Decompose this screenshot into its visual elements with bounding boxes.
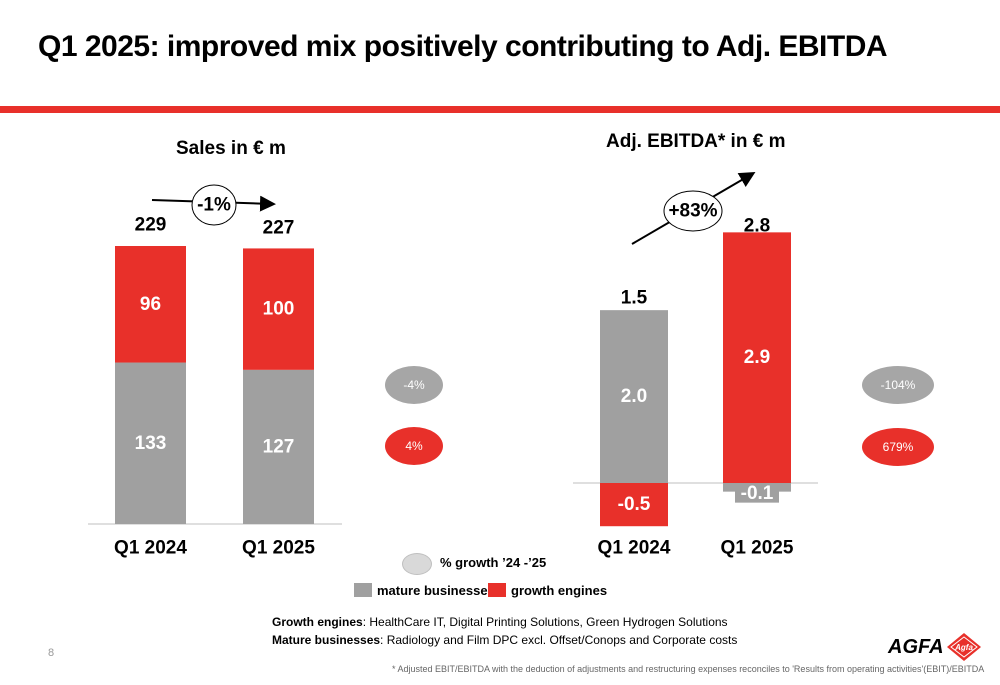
sales-growth-pill-mature: [385, 366, 443, 404]
growth-engines-note: Growth engines: HealthCare IT, Digital P…: [272, 615, 728, 629]
ebitda-category-label-0: Q1 2024: [598, 538, 671, 559]
ebitda-total-label-0: 1.5: [621, 288, 648, 309]
sales-growth-pill-label-mature: -4%: [403, 378, 425, 392]
mature-key: Mature businesses: [272, 633, 381, 647]
ebitda-change-bubble: [663, 190, 723, 232]
mature-legend-label: mature businesses: [377, 583, 495, 598]
sales-bar-label-growth-0: 96: [140, 294, 161, 315]
sales-growth-pill-label-growth: 4%: [405, 439, 423, 453]
ebitda-growth-pill-mature: [862, 366, 934, 404]
sales-bar-growth-1: [243, 248, 314, 370]
sales-change-label: -1%: [197, 195, 231, 216]
growth-engines-key: Growth engines: [272, 615, 363, 629]
footnote: * Adjusted EBIT/EBITDA with the deductio…: [392, 664, 985, 674]
ebitda-category-label-1: Q1 2025: [721, 538, 794, 559]
sales-bar-label-mature-0: 133: [135, 433, 167, 454]
ebitda-growth-pill-growth: [862, 428, 934, 466]
logo-wordmark: AGFA: [888, 635, 944, 658]
title-divider: [0, 106, 1000, 113]
sales-bar-mature-1: [243, 369, 314, 524]
growth-legend-label: % growth ’24 -’25: [440, 555, 547, 570]
ebitda-bar-label-growth-0: -0.5: [618, 494, 651, 515]
growth-legend-pill: [402, 553, 432, 575]
mature-businesses-note: Mature businesses: Radiology and Film DP…: [272, 633, 737, 647]
agfa-rhombus-logo-icon: Agfa: [946, 633, 981, 661]
ebitda-bar-mature-0: [600, 310, 668, 483]
ebitda-bar-label-bg-1: [735, 482, 779, 503]
sales-bar-mature-0: [115, 362, 186, 524]
sales-total-label-0: 229: [135, 215, 167, 236]
page-title: Q1 2025: improved mix positively contrib…: [38, 30, 888, 63]
agfa-logo: AGFA Agfa: [888, 632, 982, 662]
mature-text: : Radiology and Film DPC excl. Offset/Co…: [380, 633, 738, 647]
sales-change-bubble: [191, 184, 237, 226]
ebitda-bar-label-mature-0: 2.0: [621, 386, 647, 407]
sales-total-label-1: 227: [263, 218, 295, 239]
sales-bar-label-growth-1: 100: [263, 299, 295, 320]
sales-bar-growth-0: [115, 246, 186, 363]
ebitda-bar-growth-0: [600, 483, 668, 527]
ebitda-growth-pill-label-growth: 679%: [883, 440, 914, 454]
sales-category-label-1: Q1 2025: [242, 538, 315, 559]
sales-chart-title: Sales in € m: [176, 138, 286, 159]
logo-mark-text: Agfa: [954, 643, 973, 652]
growth-engines-legend-label: growth engines: [511, 583, 608, 598]
ebitda-bar-growth-1: [723, 232, 791, 483]
growth-engines-legend-swatch: [488, 583, 506, 597]
page-number: 8: [48, 647, 55, 659]
sales-growth-pill-growth: [385, 427, 443, 465]
ebitda-change-label: +83%: [668, 201, 717, 222]
ebitda-chart-title: Adj. EBITDA* in € m: [606, 131, 786, 152]
ebitda-bar-label-mature-1: -0.1: [741, 483, 774, 504]
ebitda-total-label-1: 2.8: [744, 216, 770, 237]
ebitda-bar-label-growth-1: 2.9: [744, 347, 770, 368]
ebitda-growth-pill-label-mature: -104%: [881, 378, 916, 392]
sales-bar-label-mature-1: 127: [263, 436, 295, 457]
growth-engines-text: : HealthCare IT, Digital Printing Soluti…: [362, 615, 728, 629]
mature-legend-swatch: [354, 583, 372, 597]
sales-category-label-0: Q1 2024: [114, 538, 187, 559]
